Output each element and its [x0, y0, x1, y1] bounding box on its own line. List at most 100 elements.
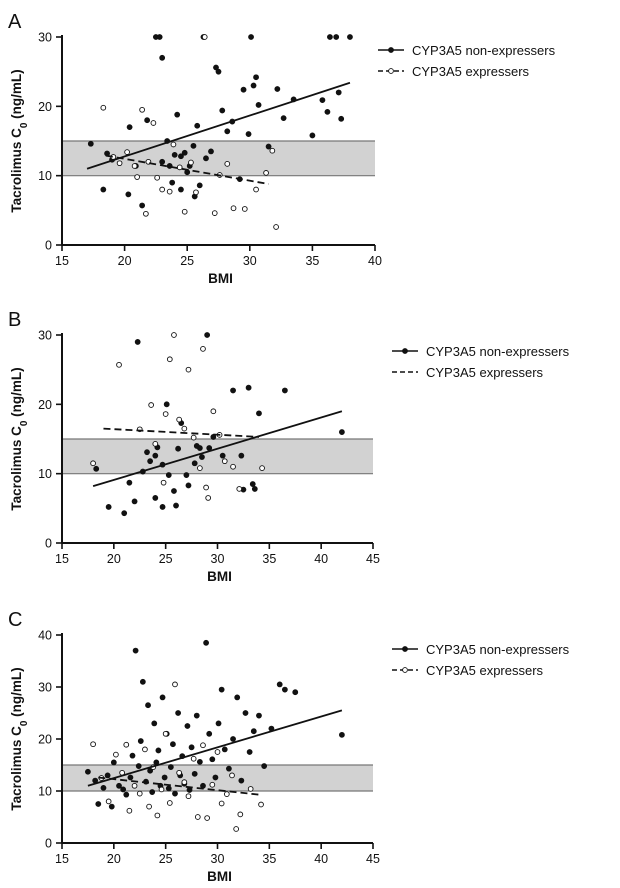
expresser-point [134, 174, 140, 180]
non-expresser-point [276, 681, 283, 688]
non-expresser-point [224, 128, 231, 135]
non-expresser-point [159, 54, 166, 61]
non-expresser-point [221, 746, 228, 753]
expresser-point [197, 465, 203, 471]
y-tick-label: 40 [38, 629, 52, 643]
non-expresser-point [152, 495, 159, 501]
expresser-point [223, 791, 230, 797]
expresser-point [236, 486, 243, 492]
expresser-point [90, 741, 96, 748]
x-tick-label: 20 [107, 852, 121, 866]
non-expresser-point [193, 712, 200, 719]
legend-label-non-expressers: CYP3A5 non-expressers [426, 344, 570, 359]
non-expresser-point [204, 332, 211, 338]
non-expresser-point [261, 763, 268, 769]
non-expresser-point [250, 728, 257, 735]
expresser-point [126, 807, 133, 814]
expresser-point [166, 188, 173, 195]
non-expresser-point [169, 179, 176, 186]
non-expresser-point [238, 452, 245, 459]
non-expresser-point [135, 763, 142, 769]
non-expresser-point [93, 465, 100, 472]
non-expresser-point [132, 647, 139, 654]
expresser-point [90, 460, 96, 467]
non-expresser-point [159, 158, 166, 165]
expresser-point [188, 159, 194, 166]
x-tick-label: 40 [368, 254, 382, 268]
expresser-point [162, 730, 169, 737]
expresser-point [209, 781, 216, 788]
non-expresser-point [137, 738, 144, 744]
non-expresser-point [251, 486, 258, 492]
legend-marker-filled [402, 646, 408, 652]
legend-marker-open [402, 667, 408, 673]
non-expresser-point [319, 97, 326, 103]
legend-marker-filled [388, 47, 394, 53]
non-expresser-point [104, 772, 111, 779]
x-tick-label: 35 [305, 254, 319, 268]
legend-marker-filled [402, 348, 408, 354]
non-expresser-point [155, 747, 162, 754]
y-tick-label: 10 [38, 467, 52, 481]
non-expresser-point [87, 140, 94, 147]
expresser-point [176, 769, 182, 776]
expresser-point [143, 210, 149, 217]
non-expresser-point [338, 429, 345, 435]
y-tick-label: 0 [45, 239, 52, 253]
non-expresser-point [120, 786, 127, 793]
non-expresser-fit-line [86, 81, 351, 170]
non-expresser-point [161, 774, 168, 781]
non-expresser-point [123, 791, 130, 798]
non-expresser-point [100, 186, 107, 193]
non-expresser-point [215, 68, 222, 75]
non-expresser-point [248, 34, 254, 40]
non-expresser-point [249, 481, 256, 487]
non-expresser-fit-line [87, 709, 343, 787]
x-tick-label: 30 [243, 254, 257, 268]
non-expresser-point [338, 115, 345, 122]
non-expresser-point [256, 712, 262, 719]
non-expresser-point [250, 82, 257, 89]
non-expresser-point [184, 723, 191, 729]
non-expresser-point [256, 410, 262, 417]
y-tick-label: 10 [38, 785, 52, 799]
expresser-point [166, 356, 173, 363]
non-expresser-point [327, 34, 333, 40]
non-expresser-point [281, 387, 288, 394]
expresser-point [190, 755, 197, 762]
non-expresser-point [129, 752, 136, 759]
non-expresser-point [246, 749, 253, 755]
non-expresser-point [159, 504, 166, 510]
x-tick-label: 35 [262, 552, 276, 566]
y-tick-label: 30 [38, 329, 52, 343]
non-expresser-point [206, 730, 213, 737]
expresser-point [154, 174, 161, 181]
expresser-point [123, 741, 130, 748]
expresser-point [131, 782, 138, 789]
expresser-point [154, 812, 161, 819]
expresser-point [258, 801, 264, 808]
expresser-point [162, 411, 169, 417]
x-axis-title: BMI [207, 569, 232, 584]
expresser-point [263, 170, 269, 176]
y-tick-label: 10 [38, 169, 52, 183]
target-range-band [62, 439, 373, 474]
expresser-point [224, 161, 231, 167]
non-expresser-point [183, 472, 190, 478]
non-expresser-point [292, 689, 299, 696]
expresser-point [181, 208, 188, 215]
expresser-point [170, 141, 177, 148]
non-expresser-point [116, 782, 122, 789]
non-expresser-point [181, 149, 188, 156]
x-tick-label: 35 [262, 852, 276, 866]
expresser-point [203, 484, 209, 491]
y-axis-title: Tacrolimus C0 (ng/mL) [9, 69, 30, 212]
expresser-point [142, 746, 148, 753]
expresser-point [181, 779, 188, 786]
panel-c: C 15 20 25 30 35 40 45 0 10 20 30 40 BMI Tacrolimus C0… [8, 609, 570, 884]
expresser-point [190, 434, 197, 441]
legend-label-expressers: CYP3A5 expressers [426, 663, 544, 678]
non-expresser-point [131, 498, 138, 505]
non-expresser-point [265, 143, 272, 150]
non-expresser-point [191, 460, 198, 467]
